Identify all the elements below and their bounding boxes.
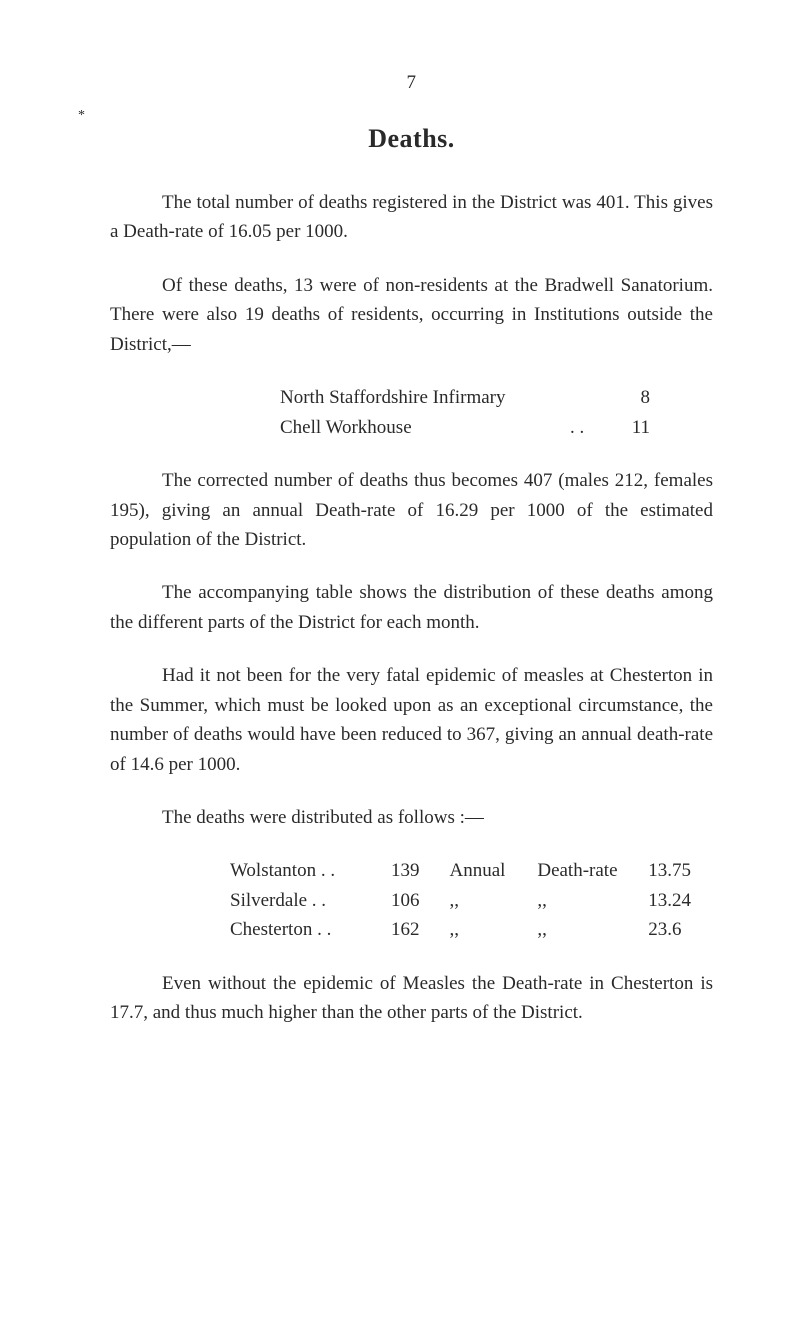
dist-label-deathrate: ,, [537, 886, 648, 915]
paragraph-4: The accompanying table shows the distrib… [110, 578, 713, 637]
document-page: * 7 Deaths. The total number of deaths r… [0, 0, 801, 1336]
dist-count: 106 [369, 886, 450, 915]
institution-row: Chell Workhouse . . 11 [280, 413, 713, 442]
dist-rate: 23.6 [648, 915, 713, 944]
paragraph-2: Of these deaths, 13 were of non-resident… [110, 271, 713, 359]
dist-name: Wolstanton . . [230, 856, 369, 885]
paragraph-1: The total number of deaths registered in… [110, 188, 713, 247]
page-number: 7 [110, 72, 713, 94]
paragraph-5: Had it not been for the very fatal epide… [110, 661, 713, 779]
institution-row: North Staffordshire Infirmary 8 [280, 383, 713, 412]
margin-asterisk: * [78, 108, 85, 124]
dist-count: 139 [369, 856, 450, 885]
institution-value: 8 [610, 383, 650, 412]
distribution-table: Wolstanton . . 139 Annual Death-rate 13.… [230, 856, 713, 944]
institution-value: 11 [610, 413, 650, 442]
section-heading-deaths: Deaths. [110, 124, 713, 154]
dist-label-annual: Annual [450, 856, 538, 885]
paragraph-7: Even without the epidemic of Measles the… [110, 969, 713, 1028]
dist-label-annual: ,, [450, 886, 538, 915]
table-row: Silverdale . . 106 ,, ,, 13.24 [230, 886, 713, 915]
dist-label-deathrate: Death-rate [537, 856, 648, 885]
paragraph-6: The deaths were distributed as follows :… [110, 803, 713, 832]
table-row: Chesterton . . 162 ,, ,, 23.6 [230, 915, 713, 944]
dist-count: 162 [369, 915, 450, 944]
institution-dots: . . [570, 413, 610, 442]
dist-name: Chesterton . . [230, 915, 369, 944]
institution-list: North Staffordshire Infirmary 8 Chell Wo… [280, 383, 713, 442]
dist-rate: 13.75 [648, 856, 713, 885]
dist-label-annual: ,, [450, 915, 538, 944]
dist-rate: 13.24 [648, 886, 713, 915]
paragraph-3: The corrected number of deaths thus beco… [110, 466, 713, 554]
institution-label: North Staffordshire Infirmary [280, 383, 570, 412]
institution-label: Chell Workhouse [280, 413, 570, 442]
dist-name: Silverdale . . [230, 886, 369, 915]
dist-label-deathrate: ,, [537, 915, 648, 944]
institution-dots [570, 383, 610, 412]
table-row: Wolstanton . . 139 Annual Death-rate 13.… [230, 856, 713, 885]
